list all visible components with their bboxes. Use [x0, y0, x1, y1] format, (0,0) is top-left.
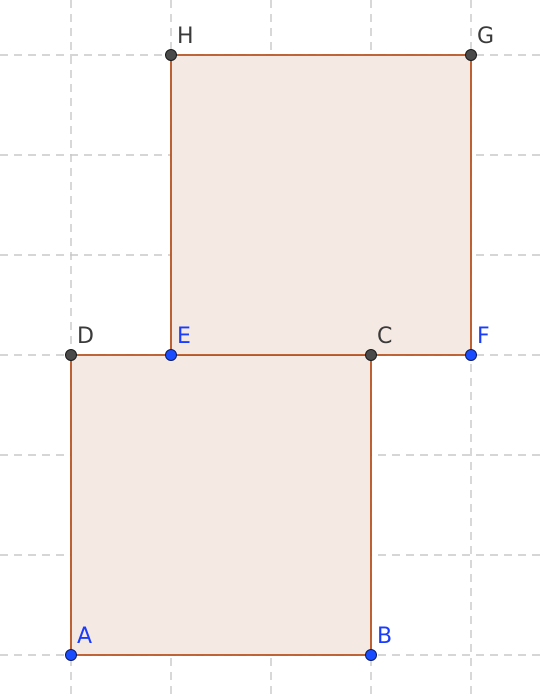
square-abcd[interactable]	[70, 354, 372, 656]
point-b[interactable]	[365, 649, 377, 661]
point-labels: A B C D E F G H	[77, 24, 494, 649]
point-label-a: A	[77, 624, 92, 649]
point-label-c: C	[377, 324, 392, 349]
square-efgh[interactable]	[170, 54, 472, 356]
point-label-f: F	[477, 324, 490, 349]
point-g[interactable]	[465, 49, 477, 61]
point-a[interactable]	[65, 649, 77, 661]
point-label-e: E	[177, 324, 191, 349]
point-label-h: H	[177, 24, 194, 49]
squares	[70, 54, 472, 656]
point-f[interactable]	[465, 349, 477, 361]
point-d[interactable]	[65, 349, 77, 361]
point-label-g: G	[477, 24, 494, 49]
point-label-b: B	[377, 624, 392, 649]
point-e[interactable]	[165, 349, 177, 361]
point-h[interactable]	[165, 49, 177, 61]
point-label-d: D	[77, 324, 94, 349]
points	[65, 49, 477, 661]
point-c[interactable]	[365, 349, 377, 361]
